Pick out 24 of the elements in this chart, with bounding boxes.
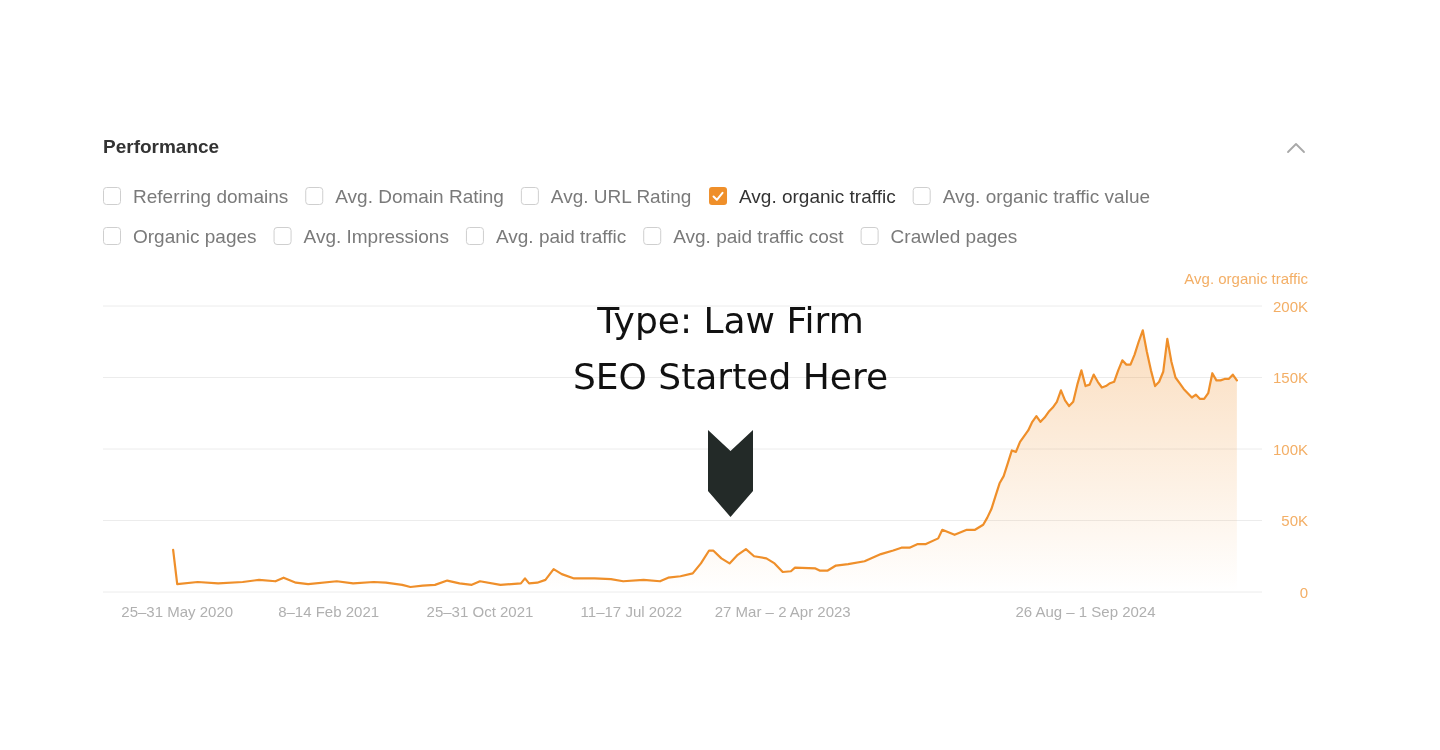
x-tick-label: 27 Mar – 2 Apr 2023 [714,603,851,620]
text: Avg. organic traffic value [942,185,1151,207]
x-tick-label: 25–31 May 2020 [121,603,234,620]
text: Avg. Domain Rating [335,185,504,207]
text: Avg. Impressions [303,225,449,247]
text: Referring domains [133,185,289,207]
y-tick-label: 100K [1272,440,1308,458]
x-tick-label: 26 Aug – 1 Sep 2024 [1015,603,1156,620]
text: Organic pages [133,225,257,247]
text: Crawled pages [890,225,1018,247]
text: Avg. URL Rating [550,185,692,207]
text: Avg. paid traffic cost [673,225,845,247]
annotation: Type: Law Firm SEO Started Here [572,300,889,397]
text: Avg. paid traffic [495,225,627,247]
legend-label: Avg. organic traffic [739,185,896,207]
y-tick-label: 200K [1272,297,1308,315]
y-tick-label: 0 [1299,583,1308,601]
x-tick-label: 25–31 Oct 2021 [426,603,534,620]
x-tick-label: 8–14 Feb 2021 [278,603,380,620]
y-tick-label: 150K [1272,369,1308,386]
y-tick-label: 50K [1281,512,1308,529]
chart-title: Performance [103,136,220,157]
x-tick-label: 11–17 Jul 2022 [580,603,683,620]
y-axis-title: Avg. organic traffic [1184,270,1309,287]
